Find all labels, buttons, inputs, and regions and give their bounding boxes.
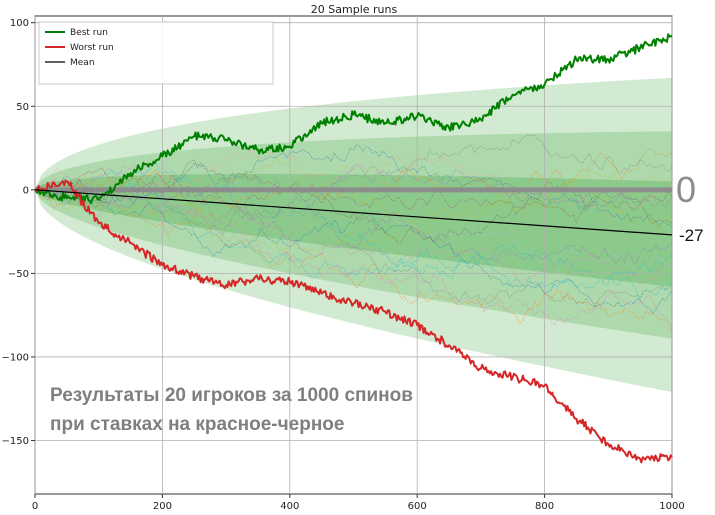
- chart-title: 20 Sample runs: [311, 3, 398, 16]
- tick-x-label-400: 400: [280, 501, 299, 512]
- tick-x-label-1000: 1000: [659, 501, 684, 512]
- legend-label-mean: Mean: [70, 58, 95, 68]
- tick-x-label-600: 600: [408, 501, 427, 512]
- sample-run-12: [34, 144, 673, 228]
- tick-y-label-0: 0: [23, 185, 29, 196]
- sample-run-17: [34, 180, 673, 255]
- sample-run-13: [34, 164, 673, 209]
- series-line-worst-run: [34, 179, 673, 464]
- tick-y-label-50: 50: [16, 102, 29, 113]
- sample-run-1: [34, 187, 673, 334]
- sample-run-5: [34, 164, 673, 284]
- legend: Best run Worst run Mean: [38, 21, 274, 85]
- tick-x-label-800: 800: [535, 501, 554, 512]
- band-inner: [35, 174, 672, 287]
- plot-area: [34, 15, 673, 495]
- tick-y-label--50: −50: [8, 269, 29, 280]
- tick-x-label-200: 200: [153, 501, 172, 512]
- sample-run-11: [34, 147, 673, 209]
- series-lines: [34, 33, 673, 464]
- sample-run-4: [34, 159, 673, 225]
- mean-end-label: -27: [679, 226, 704, 245]
- series-line-mean: [34, 189, 673, 236]
- legend-label-worst-run: Worst run: [70, 43, 114, 53]
- tick-x-label-0: 0: [32, 501, 38, 512]
- sample-run-18: [34, 134, 673, 236]
- series-line-best-run: [34, 33, 672, 205]
- zero-label: 0: [676, 169, 696, 210]
- axis-ticks: 0 200 400 600 800 1000 100 50 0 −50 −100 −150: [2, 18, 685, 512]
- sample-run-2: [34, 177, 673, 315]
- sample-run-15: [34, 189, 673, 328]
- sample-run-14: [34, 172, 673, 244]
- legend-label-best-run: Best run: [70, 28, 108, 38]
- tick-y-label--100: −100: [2, 352, 29, 363]
- sample-run-10: [34, 172, 673, 271]
- caption-line-1: Результаты 20 игроков за 1000 спинов: [50, 385, 413, 406]
- sample-run-16: [34, 162, 673, 286]
- tick-y-label-100: 100: [10, 18, 29, 29]
- caption-line-2: при ставках на красное-черное: [50, 414, 344, 435]
- legend-box: [38, 21, 274, 85]
- tick-y-label--150: −150: [2, 436, 29, 447]
